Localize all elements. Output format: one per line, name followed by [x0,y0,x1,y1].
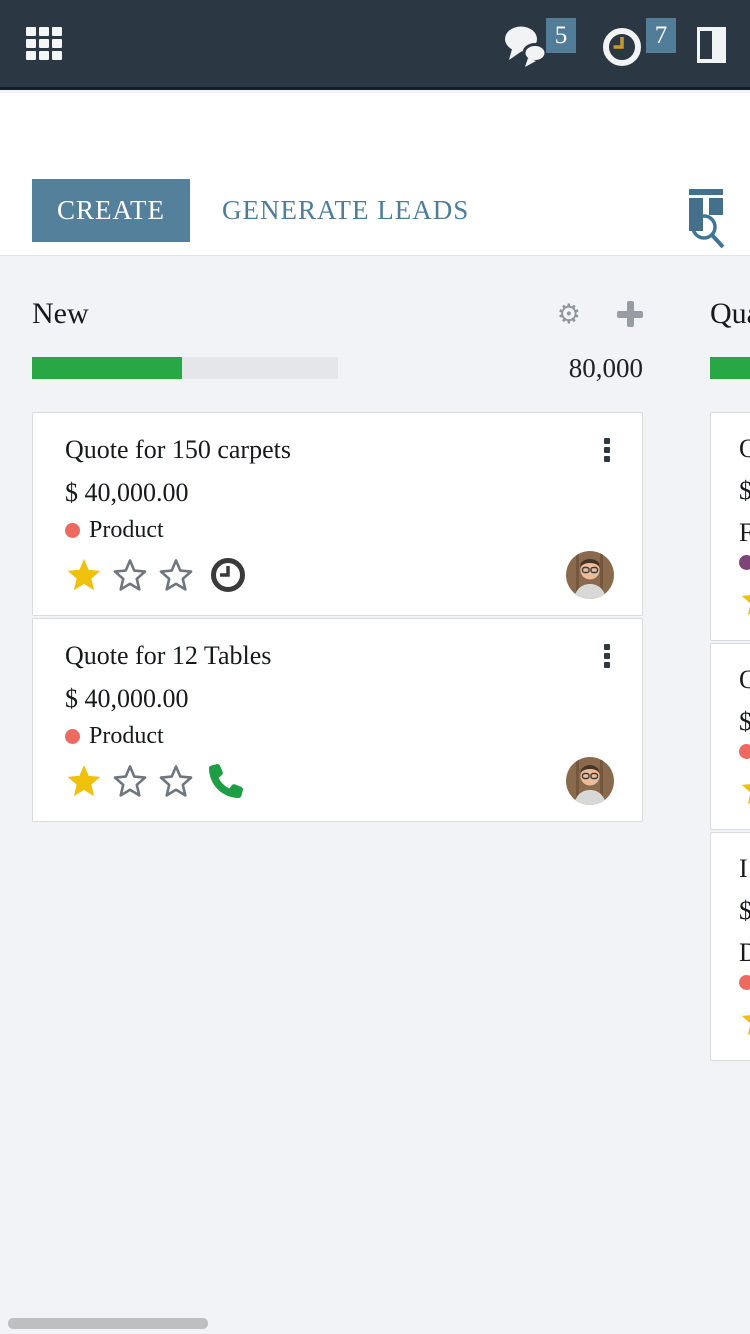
card-kebab-menu[interactable] [600,639,614,673]
call-activity-button[interactable] [209,764,243,798]
column-title-qualified: Qualified [710,297,750,330]
star-filled-icon[interactable] [739,771,750,807]
card-title: I [739,854,748,883]
tag-label: Product [89,517,164,543]
card-title: Quote for 150 carpets [65,435,291,464]
kanban-card-clipped[interactable]: Q $ [710,643,750,830]
kanban-card-quote-150-carpets[interactable]: Quote for 150 carpets $ 40,000.00 Produc… [32,412,643,616]
activity-clock-icon [603,28,641,66]
star-filled-icon[interactable] [65,763,103,799]
star-filled-icon[interactable] [65,557,103,593]
priority-stars [739,582,750,618]
control-panel: Pipeline CREATE GENERATE LEADS [0,93,750,256]
card-amount: $ 40,000.00 [65,684,189,713]
priority-stars [65,557,195,593]
kanban-column-qualified: Qualified Q $ F [710,296,750,1063]
star-empty-icon[interactable] [157,557,195,593]
kanban-view-switcher[interactable] [688,189,724,233]
chat-bubbles-icon [505,26,548,67]
activities-button[interactable]: 7 [600,18,676,74]
tag-color-dot [739,975,750,990]
column-amount-new: 80,000 [568,352,643,383]
avatar-photo [566,757,614,805]
card-amount: $ [739,707,750,736]
salesperson-avatar[interactable] [566,551,614,599]
kanban-card-clipped[interactable]: I $ D [710,832,750,1061]
tag-color-dot [65,728,80,744]
card-title: Quote for 12 Tables [65,641,272,670]
avatar-placeholder-inner [700,31,712,59]
column-quick-add-button[interactable] [617,301,643,327]
schedule-activity-button[interactable] [209,556,247,594]
tag-color-dot [65,522,80,538]
kanban-column-new: New ⚙ 80,000 Quote for 150 carpets [32,296,643,824]
generate-leads-button[interactable]: GENERATE LEADS [222,179,469,242]
avatar-photo [566,551,614,599]
card-contact: F [739,518,750,547]
create-button[interactable]: CREATE [32,179,190,242]
priority-stars [739,1002,750,1038]
progressbar-fill [32,357,182,379]
star-empty-icon[interactable] [111,763,149,799]
card-contact: D [739,938,750,967]
apps-menu-button[interactable] [26,27,66,65]
phone-icon [209,764,243,798]
card-title: Q [739,434,750,463]
messages-button[interactable]: 5 [500,18,576,74]
tag-color-dot [739,555,750,570]
card-amount: $ [739,476,750,505]
column-progressbar-new[interactable] [32,357,338,379]
card-amount: $ 40,000.00 [65,478,189,507]
star-empty-icon[interactable] [111,557,149,593]
progressbar-fill [710,357,750,379]
activity-clock-icon [211,558,245,592]
activities-count-badge: 7 [646,18,676,53]
salesperson-avatar[interactable] [566,757,614,805]
kanban-card-clipped[interactable]: Q $ F [710,412,750,641]
star-filled-icon[interactable] [739,582,750,618]
kanban-board: New ⚙ 80,000 Quote for 150 carpets [0,256,750,1334]
kanban-card-quote-12-tables[interactable]: Quote for 12 Tables $ 40,000.00 Product [32,618,643,822]
messages-count-badge: 5 [546,18,576,53]
tag-label: Product [89,723,164,749]
horizontal-scrollbar-thumb[interactable] [8,1318,208,1329]
column-title-new: New [32,297,89,330]
star-filled-icon[interactable] [739,1002,750,1038]
tag-color-dot [739,744,750,759]
priority-stars [65,763,195,799]
apps-grid-icon [26,27,66,60]
column-settings-gear-icon[interactable]: ⚙ [556,298,581,329]
kanban-view-icon [689,189,723,231]
column-progressbar-qualified[interactable] [710,357,750,379]
star-empty-icon[interactable] [157,763,195,799]
user-avatar-placeholder[interactable] [697,27,726,63]
card-amount: $ [739,896,750,925]
top-navbar: 5 7 [0,0,750,90]
card-title: Q [739,665,750,694]
priority-stars [739,771,750,807]
card-kebab-menu[interactable] [600,433,614,467]
